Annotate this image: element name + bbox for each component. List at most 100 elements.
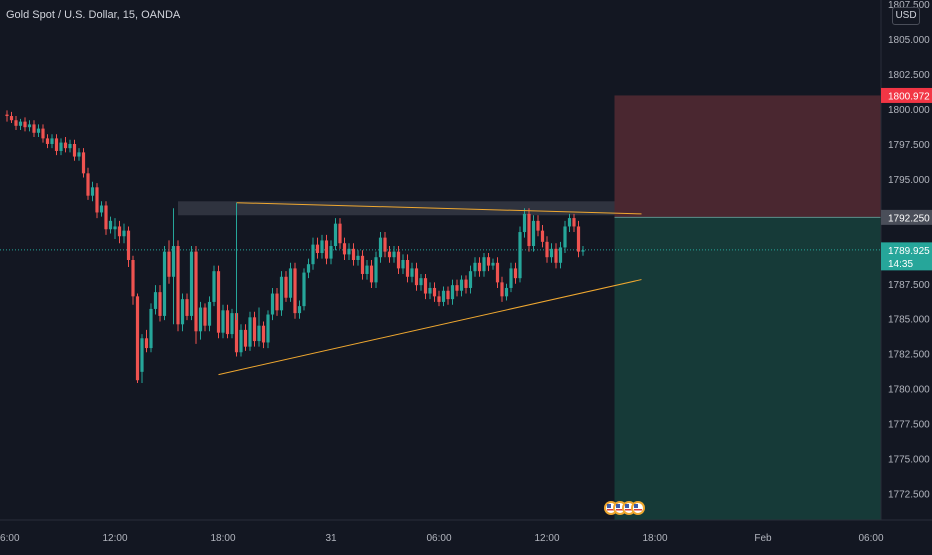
candle-body	[194, 251, 198, 332]
candle-body	[441, 290, 446, 302]
take-profit-zone[interactable]	[614, 217, 882, 520]
time-tick-label: 18:00	[210, 533, 235, 544]
candle-body	[279, 276, 284, 311]
candle-body	[365, 265, 369, 274]
candle-body	[153, 292, 158, 309]
candle	[459, 275, 464, 297]
flag-stripe	[616, 509, 624, 511]
candle-body	[234, 313, 239, 353]
candle	[486, 253, 491, 272]
candle	[450, 279, 455, 305]
candle	[23, 117, 27, 132]
support-trendline[interactable]	[218, 279, 642, 376]
candle	[455, 279, 459, 297]
flag-canton	[625, 504, 629, 508]
price-tick-label: 1795.000	[888, 175, 930, 186]
candle	[203, 303, 207, 332]
candle-body	[9, 116, 14, 121]
time-tick-label: 18:00	[642, 533, 667, 544]
candle-body	[306, 264, 311, 273]
candle	[131, 255, 135, 305]
candle-body	[437, 296, 441, 302]
candle	[32, 120, 36, 137]
candle-body	[360, 255, 365, 274]
candle-body	[423, 278, 428, 294]
candle-body	[203, 307, 207, 326]
candle	[95, 183, 99, 219]
candle-body	[95, 187, 99, 213]
currency-button[interactable]: USD	[892, 7, 920, 25]
candle	[581, 246, 585, 256]
price-tick-label: 1772.500	[888, 489, 930, 500]
candle	[387, 246, 392, 263]
us-flag-event-icon[interactable]	[631, 501, 645, 515]
candle	[122, 223, 126, 244]
flag-stripe	[607, 509, 615, 511]
candle	[225, 304, 230, 339]
price-tick-label: 1807.500	[888, 0, 930, 11]
candle	[270, 287, 275, 321]
candle	[522, 208, 527, 238]
candle-body	[207, 301, 212, 326]
candle-body	[284, 276, 288, 298]
candle	[468, 265, 473, 294]
candle-body	[18, 121, 23, 126]
candle	[338, 218, 342, 249]
candle-body	[378, 237, 383, 258]
price-axis: 1807.500 1805.000 1802.500 1800.000 1797.500…	[880, 0, 932, 550]
candle	[347, 243, 351, 260]
candle-body	[459, 279, 464, 291]
candle-body	[572, 218, 576, 227]
current-price-label-countdown: 14:35	[888, 259, 913, 270]
candle	[153, 285, 158, 315]
candle	[432, 282, 437, 302]
time-tick-label: 06:00	[426, 533, 451, 544]
candle	[162, 246, 167, 321]
stop-price-label: 1800.972	[888, 91, 930, 102]
candle-body	[464, 279, 468, 288]
candle	[383, 232, 387, 258]
candle	[428, 282, 432, 300]
candle	[554, 243, 558, 269]
stop-loss-zone[interactable]	[614, 95, 882, 218]
candle-body	[333, 223, 338, 247]
candle	[414, 262, 419, 291]
resistance-trendline[interactable]	[236, 202, 642, 215]
candle	[108, 216, 113, 234]
candle-body	[54, 138, 59, 151]
candle-body	[59, 142, 63, 151]
candle	[216, 265, 221, 339]
time-tick-label: Feb	[754, 533, 772, 544]
price-tick-label: 1800.000	[888, 105, 930, 116]
candle-body	[293, 268, 297, 314]
candle	[441, 286, 446, 307]
candle	[77, 148, 81, 161]
candle-body	[320, 240, 324, 254]
candle	[369, 260, 374, 288]
candle-body	[509, 268, 513, 288]
candle-body	[432, 287, 437, 297]
price-tick-label: 1777.500	[888, 420, 930, 431]
candle	[9, 111, 14, 124]
candle-body	[99, 205, 104, 213]
candle-body	[171, 246, 176, 277]
candle-body	[477, 262, 482, 272]
candle-body	[68, 143, 72, 149]
candle-body	[144, 338, 149, 349]
candle-body	[428, 287, 432, 294]
candle	[104, 201, 108, 235]
candle-body	[527, 213, 531, 247]
time-tick-label: 12:00	[534, 533, 559, 544]
candle	[513, 262, 518, 284]
candle-body	[162, 251, 167, 316]
candle-body	[419, 278, 423, 286]
candle	[378, 232, 383, 263]
candle	[531, 215, 536, 252]
candle-body	[261, 325, 266, 343]
candle-body	[117, 226, 122, 237]
candle-body	[266, 314, 270, 343]
candle	[419, 273, 423, 291]
candle-body	[50, 138, 54, 144]
